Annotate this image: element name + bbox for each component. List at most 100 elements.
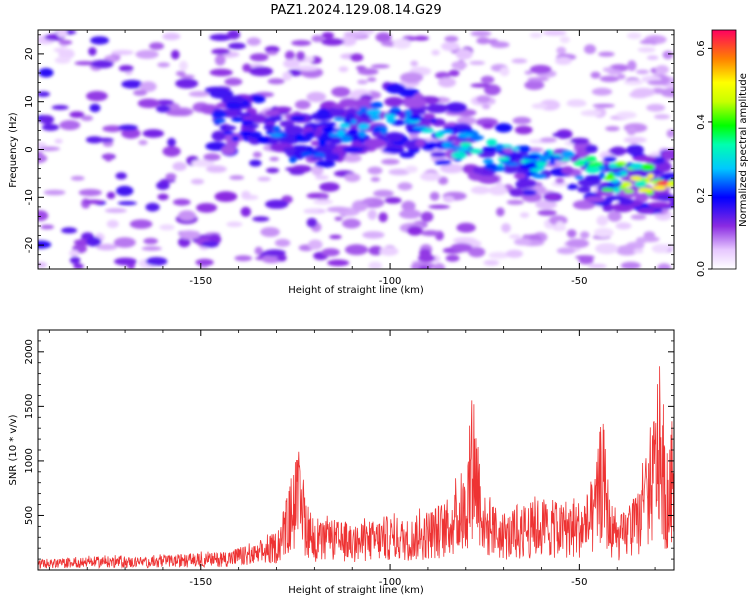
ridge-core-blob: [372, 127, 381, 134]
ridge-peak: [630, 175, 643, 181]
noise-blob: [410, 60, 419, 67]
noise-blob: [555, 221, 565, 230]
ridge-envelope-blob: [502, 164, 519, 174]
noise-blob: [38, 146, 60, 152]
ridge-core-blob: [350, 119, 357, 125]
noise-blob: [566, 100, 587, 107]
ridge-envelope-blob: [632, 155, 657, 162]
noise-blob: [488, 251, 510, 259]
noise-blob: [542, 30, 567, 36]
noise-blob: [294, 100, 311, 110]
noise-blob: [266, 51, 278, 56]
ridge-envelope-blob: [584, 196, 605, 203]
noise-blob: [439, 163, 464, 174]
noise-blob: [266, 167, 280, 174]
noise-blob: [96, 243, 118, 251]
ridge-envelope-blob: [610, 146, 627, 156]
noise-blob: [591, 87, 613, 96]
ridge-envelope-blob: [520, 189, 537, 196]
noise-blob: [555, 177, 565, 184]
noise-blob: [405, 165, 418, 173]
ridge-core-blob: [457, 128, 474, 133]
noise-blob: [311, 35, 324, 43]
ridge-peak: [656, 180, 669, 186]
ridge-peak: [213, 118, 226, 124]
y-tick-label: 20: [24, 48, 35, 61]
ridge-core-blob: [337, 129, 345, 137]
noise-blob: [379, 247, 399, 256]
ridge-core-blob: [446, 145, 462, 150]
noise-blob: [178, 210, 196, 221]
noise-blob: [114, 257, 137, 266]
ridge-core-blob: [458, 132, 474, 138]
noise-blob: [639, 39, 657, 45]
noise-blob: [441, 41, 460, 52]
noise-blob: [626, 32, 642, 40]
noise-blob: [373, 189, 394, 198]
noise-blob: [400, 72, 424, 83]
noise-blob: [540, 137, 557, 143]
ridge-peak: [300, 151, 313, 157]
noise-blob: [617, 73, 626, 80]
noise-blob: [106, 191, 116, 199]
noise-blob: [470, 186, 491, 195]
x-tick-label: -150: [189, 577, 212, 588]
ridge-core-blob: [390, 106, 400, 112]
noise-blob: [38, 68, 54, 78]
noise-blob: [615, 245, 639, 256]
noise-blob: [496, 207, 505, 217]
noise-blob: [240, 206, 251, 217]
ridge-envelope-blob: [385, 83, 406, 94]
ridge-envelope-blob: [385, 132, 404, 142]
ridge-core-blob: [629, 163, 645, 170]
noise-blob: [165, 109, 190, 117]
ridge-peak: [384, 113, 397, 119]
noise-blob: [283, 59, 300, 69]
ridge-envelope-blob: [403, 97, 427, 109]
ridge-core-blob: [272, 125, 281, 133]
noise-blob: [115, 172, 127, 180]
ridge-envelope-blob: [634, 193, 649, 203]
ridge-envelope-blob: [517, 178, 537, 188]
ridge-core-blob: [366, 108, 381, 116]
noise-blob: [615, 111, 637, 119]
ridge-core-blob: [443, 126, 458, 132]
ridge-core-blob: [318, 139, 327, 147]
ridge-envelope-blob: [427, 141, 438, 148]
noise-blob: [167, 137, 176, 147]
noise-blob: [657, 263, 671, 269]
ridge-envelope-blob: [514, 125, 533, 135]
noise-blob: [321, 32, 335, 39]
noise-blob: [296, 65, 319, 71]
ridge-core-blob: [561, 150, 575, 158]
ridge-core-blob: [647, 173, 654, 179]
noise-blob: [450, 243, 473, 252]
noise-blob: [667, 83, 674, 90]
noise-blob: [43, 189, 66, 196]
ridge-core-blob: [532, 173, 547, 179]
noise-blob: [69, 249, 79, 257]
ridge-core-blob: [380, 128, 388, 135]
noise-blob: [401, 200, 416, 212]
noise-blob: [360, 199, 375, 204]
noise-blob: [291, 40, 312, 46]
ridge-envelope-blob: [315, 160, 336, 168]
noise-blob: [357, 68, 379, 76]
noise-blob: [83, 199, 104, 204]
noise-blob: [305, 208, 320, 214]
ridge-core-blob: [430, 118, 437, 123]
ridge-core-blob: [601, 187, 615, 192]
noise-blob: [468, 247, 486, 258]
noise-blob: [343, 31, 367, 38]
noise-blob: [265, 199, 289, 209]
noise-blob: [595, 243, 619, 255]
noise-blob: [155, 99, 174, 106]
noise-blob: [579, 231, 590, 239]
noise-blob: [438, 176, 449, 185]
ridge-envelope-blob: [629, 168, 654, 178]
ridge-core-blob: [325, 142, 337, 150]
ridge-core-blob: [408, 115, 422, 121]
ridge-core-blob: [543, 150, 551, 155]
noise-blob: [572, 200, 596, 210]
